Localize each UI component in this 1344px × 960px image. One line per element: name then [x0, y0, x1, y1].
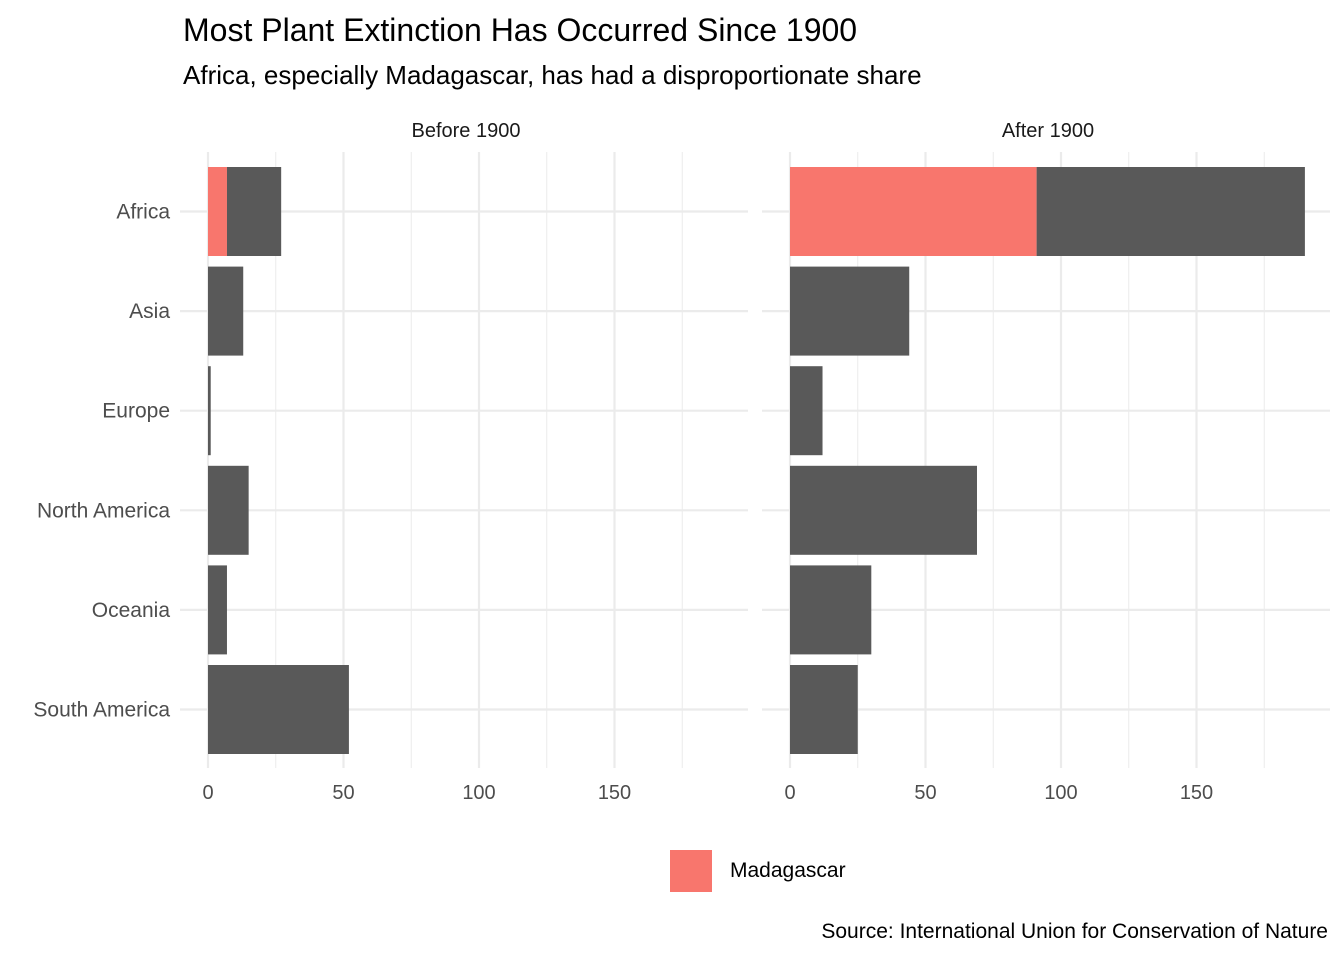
bar-before-1900-africa-madagascar [208, 167, 227, 256]
bar-after-1900-africa-madagascar [790, 167, 1037, 256]
x-tick-label-before-1900: 150 [598, 782, 631, 804]
bar-before-1900-south-america [208, 665, 349, 754]
bar-after-1900-oceania [790, 565, 872, 655]
x-tick-label-before-1900: 100 [462, 782, 495, 804]
legend-label-madagascar: Madagascar [730, 859, 846, 882]
bar-after-1900-europe [790, 366, 823, 456]
chart-subtitle: Africa, especially Madagascar, has had a… [183, 60, 922, 90]
y-tick-label-north-america: North America [37, 499, 170, 522]
x-tick-label-after-1900: 150 [1180, 782, 1213, 804]
y-tick-label-asia: Asia [129, 300, 170, 323]
bar-before-1900-europe [208, 366, 211, 456]
bar-after-1900-asia [790, 266, 910, 356]
bar-after-1900-africa [1036, 167, 1305, 256]
facet-label-before-1900: Before 1900 [412, 120, 521, 142]
legend-key-madagascar [670, 850, 712, 892]
bar-before-1900-oceania [208, 565, 227, 655]
facet-label-after-1900: After 1900 [1002, 120, 1094, 142]
y-tick-label-oceania: Oceania [92, 599, 171, 622]
x-tick-label-after-1900: 100 [1044, 782, 1077, 804]
bar-before-1900-north-america [208, 465, 249, 555]
chart-title: Most Plant Extinction Has Occurred Since… [183, 12, 858, 48]
bar-before-1900-asia [208, 266, 244, 356]
x-tick-label-before-1900: 0 [202, 782, 213, 804]
y-tick-label-europe: Europe [102, 400, 170, 423]
bar-before-1900-africa [226, 167, 282, 256]
y-tick-label-africa: Africa [116, 201, 170, 224]
y-tick-label-south-america: South America [33, 699, 170, 722]
x-tick-label-after-1900: 0 [784, 782, 795, 804]
x-tick-label-after-1900: 50 [914, 782, 936, 804]
x-tick-label-before-1900: 50 [332, 782, 354, 804]
chart-caption: Source: International Union for Conserva… [821, 920, 1328, 943]
bar-after-1900-south-america [790, 665, 858, 754]
bar-after-1900-north-america [790, 465, 977, 555]
